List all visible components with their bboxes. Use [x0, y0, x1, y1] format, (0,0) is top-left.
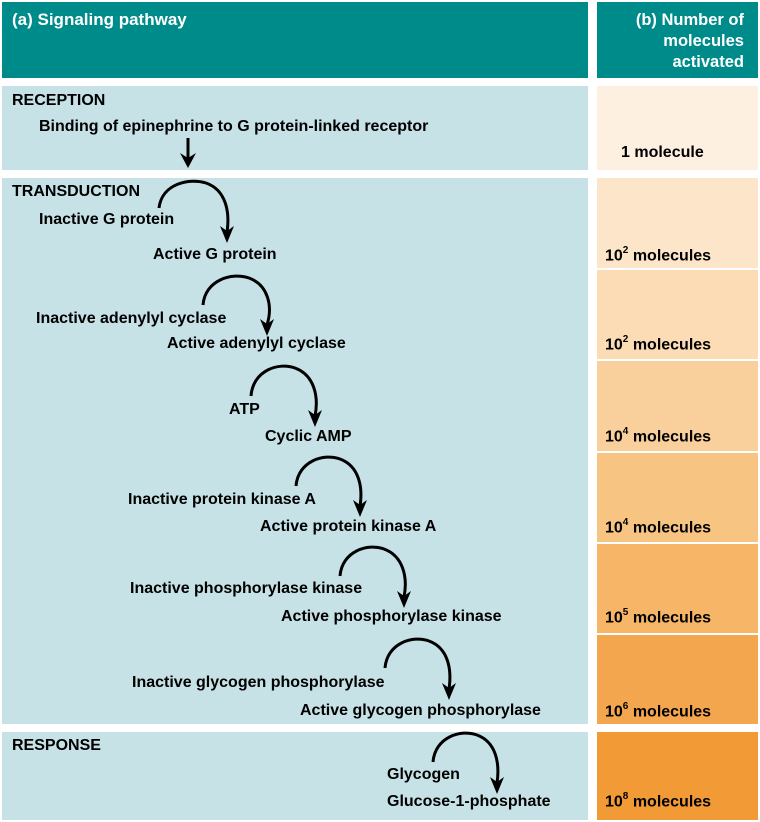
cyclic-amp-label: Cyclic AMP: [265, 428, 352, 445]
count-label-4: 104 molecules: [605, 426, 712, 446]
curved-arrow-icon: [249, 364, 322, 427]
curved-arrow-icon: [431, 731, 504, 794]
count-label-1: 1 molecule: [621, 144, 704, 161]
count-label-7: 106 molecules: [605, 701, 712, 721]
count-label-3: 102 molecules: [605, 334, 712, 354]
glycogen-label: Glycogen: [387, 766, 460, 783]
inactive-g-protein-label: Inactive G protein: [39, 211, 175, 228]
active-adenylyl-cyclase-label: Active adenylyl cyclase: [167, 335, 346, 352]
down-arrow-icon: [180, 138, 196, 168]
count-cell-8: [597, 732, 758, 820]
curved-arrow-icon: [201, 274, 274, 336]
inactive-phosphorylase-kinase-label: Inactive phosphorylase kinase: [130, 580, 363, 597]
transduction-title: TRANSDUCTION: [12, 183, 140, 200]
inactive-glycogen-phosphorylase-label: Inactive glycogen phosphorylase: [132, 674, 385, 691]
count-label-2: 102 molecules: [605, 245, 712, 265]
active-g-protein-label: Active G protein: [153, 246, 277, 263]
reception-panel: [2, 86, 588, 170]
count-label-8: 108 molecules: [605, 791, 712, 811]
active-pka-label: Active protein kinase A: [260, 518, 437, 535]
curved-arrow-icon: [338, 545, 411, 608]
count-header-title: (b) Number of molecules activated: [635, 11, 744, 71]
transduction-panel: [2, 178, 588, 724]
active-glycogen-phosphorylase-label: Active glycogen phosphorylase: [300, 702, 541, 719]
count-label-6: 105 molecules: [605, 607, 712, 627]
count-cell-2: [597, 178, 758, 268]
count-label-5: 104 molecules: [605, 517, 712, 537]
curved-arrow-icon: [157, 179, 234, 243]
count-cell-7: [597, 635, 758, 724]
count-cell-5: [597, 453, 758, 542]
inactive-pka-label: Inactive protein kinase A: [128, 491, 316, 508]
curved-arrow-icon: [294, 455, 367, 517]
atp-label: ATP: [229, 401, 260, 418]
inactive-adenylyl-cyclase-label: Inactive adenylyl cyclase: [36, 310, 227, 327]
count-cell-3: [597, 270, 758, 359]
binding-label: Binding of epinephrine to G protein-link…: [39, 118, 429, 135]
glucose-1-phosphate-label: Glucose-1-phosphate: [387, 793, 551, 810]
response-title: RESPONSE: [12, 737, 101, 754]
curved-arrow-icon: [383, 637, 456, 700]
active-phosphorylase-kinase-label: Active phosphorylase kinase: [281, 608, 502, 625]
count-cell-1: [597, 86, 758, 170]
pathway-header: (a) Signaling pathway: [2, 2, 588, 78]
count-cell-6: [597, 544, 758, 633]
count-header: (b) Number of molecules activated: [597, 2, 758, 78]
pathway-header-title: (a) Signaling pathway: [12, 10, 187, 29]
reception-title: RECEPTION: [12, 92, 106, 109]
count-cell-4: [597, 361, 758, 451]
